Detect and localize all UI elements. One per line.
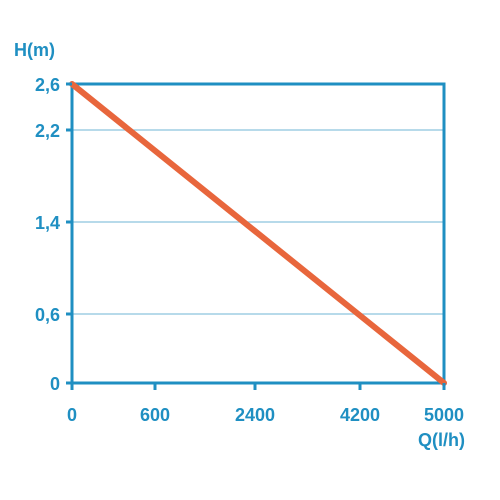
y-tick-label-0: 2,6: [35, 75, 60, 95]
series-line-0: [69, 81, 447, 386]
x-tick-label-2: 2400: [235, 405, 275, 425]
gridlines: [72, 129, 444, 315]
y-tick-label-2: 1,4: [35, 213, 60, 233]
plot-border: [70, 82, 446, 385]
x-tick-label-1: 600: [140, 405, 170, 425]
x-axis-label: Q(l/h): [418, 430, 465, 450]
y-axis-label: H(m): [14, 40, 55, 60]
x-tick-label-3: 4200: [340, 405, 380, 425]
series-layer: [69, 81, 447, 386]
y-tick-label-1: 2,2: [35, 121, 60, 141]
y-tick-label-3: 0,6: [35, 305, 60, 325]
tick-labels: 2,6 2,2 1,4 0,6 00 600 2400 4200 5000: [35, 75, 464, 425]
x-tick-label-0: 0: [67, 405, 77, 425]
plot-frame: [70, 82, 446, 385]
x-tick-label-4: 5000: [424, 405, 464, 425]
y-tick-label-4: 0: [50, 374, 60, 394]
